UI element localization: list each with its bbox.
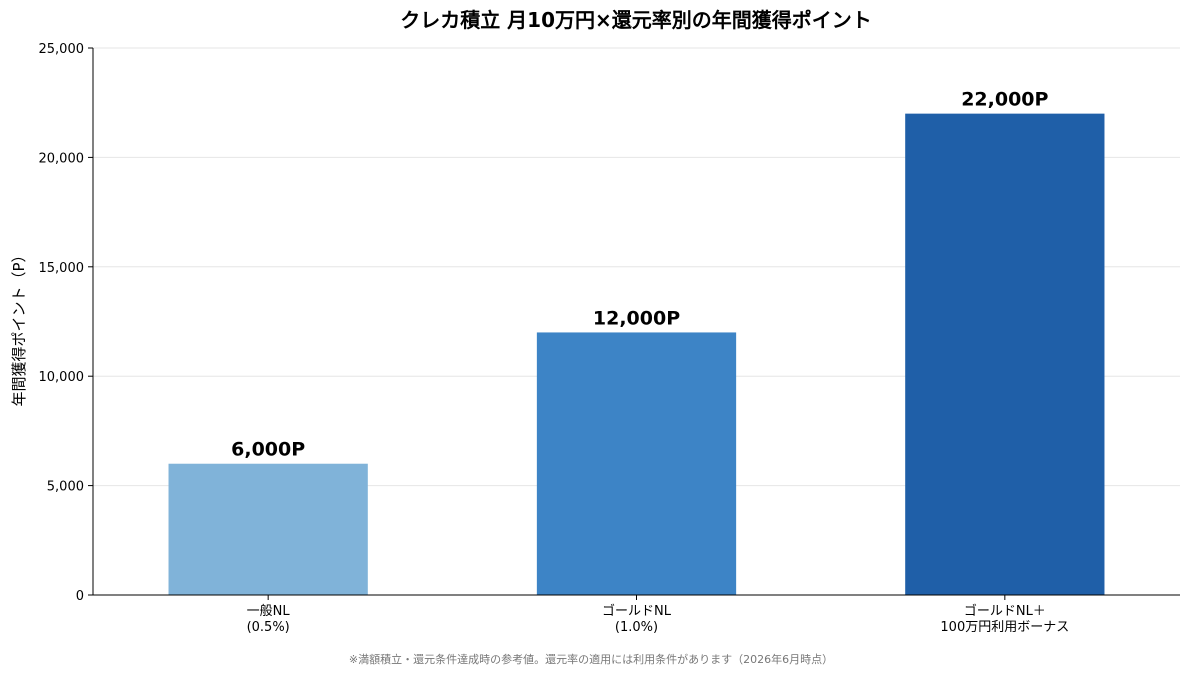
axes — [88, 47, 1180, 600]
chart-title: クレカ積立 月10万円×還元率別の年間獲得ポイント — [400, 8, 872, 32]
x-tick-label: ゴールドNL — [602, 603, 672, 619]
y-tick-label: 20,000 — [39, 151, 85, 166]
y-tick-label: 0 — [76, 589, 84, 604]
x-tick-label: 100万円利用ボーナス — [940, 620, 1069, 635]
bar — [168, 463, 368, 595]
x-tick-label: (1.0%) — [615, 620, 658, 635]
y-tick-label: 5,000 — [47, 480, 84, 495]
bar-value-label: 6,000P — [231, 439, 305, 461]
bar — [905, 113, 1105, 595]
x-tick-label: (0.5%) — [247, 620, 290, 635]
bar-value-label: 12,000P — [593, 307, 680, 329]
y-axis-label: 年間獲得ポイント（P） — [10, 247, 28, 406]
y-tick-label: 25,000 — [39, 42, 85, 57]
x-tick-label: ゴールドNL＋ — [964, 603, 1046, 619]
y-tick-label: 15,000 — [39, 261, 85, 276]
y-tick-label: 10,000 — [39, 370, 85, 385]
x-tick-label: 一般NL — [247, 603, 291, 619]
bars — [168, 113, 1105, 595]
footnote: ※満額積立・還元条件達成時の参考値。還元率の適用には利用条件があります（2026… — [349, 652, 833, 666]
bar-value-label: 22,000P — [961, 89, 1048, 111]
labels: 0 5,000 10,000 15,000 20,000 25,000 6,000P 一般NL… — [39, 42, 1070, 635]
bar — [536, 332, 737, 595]
